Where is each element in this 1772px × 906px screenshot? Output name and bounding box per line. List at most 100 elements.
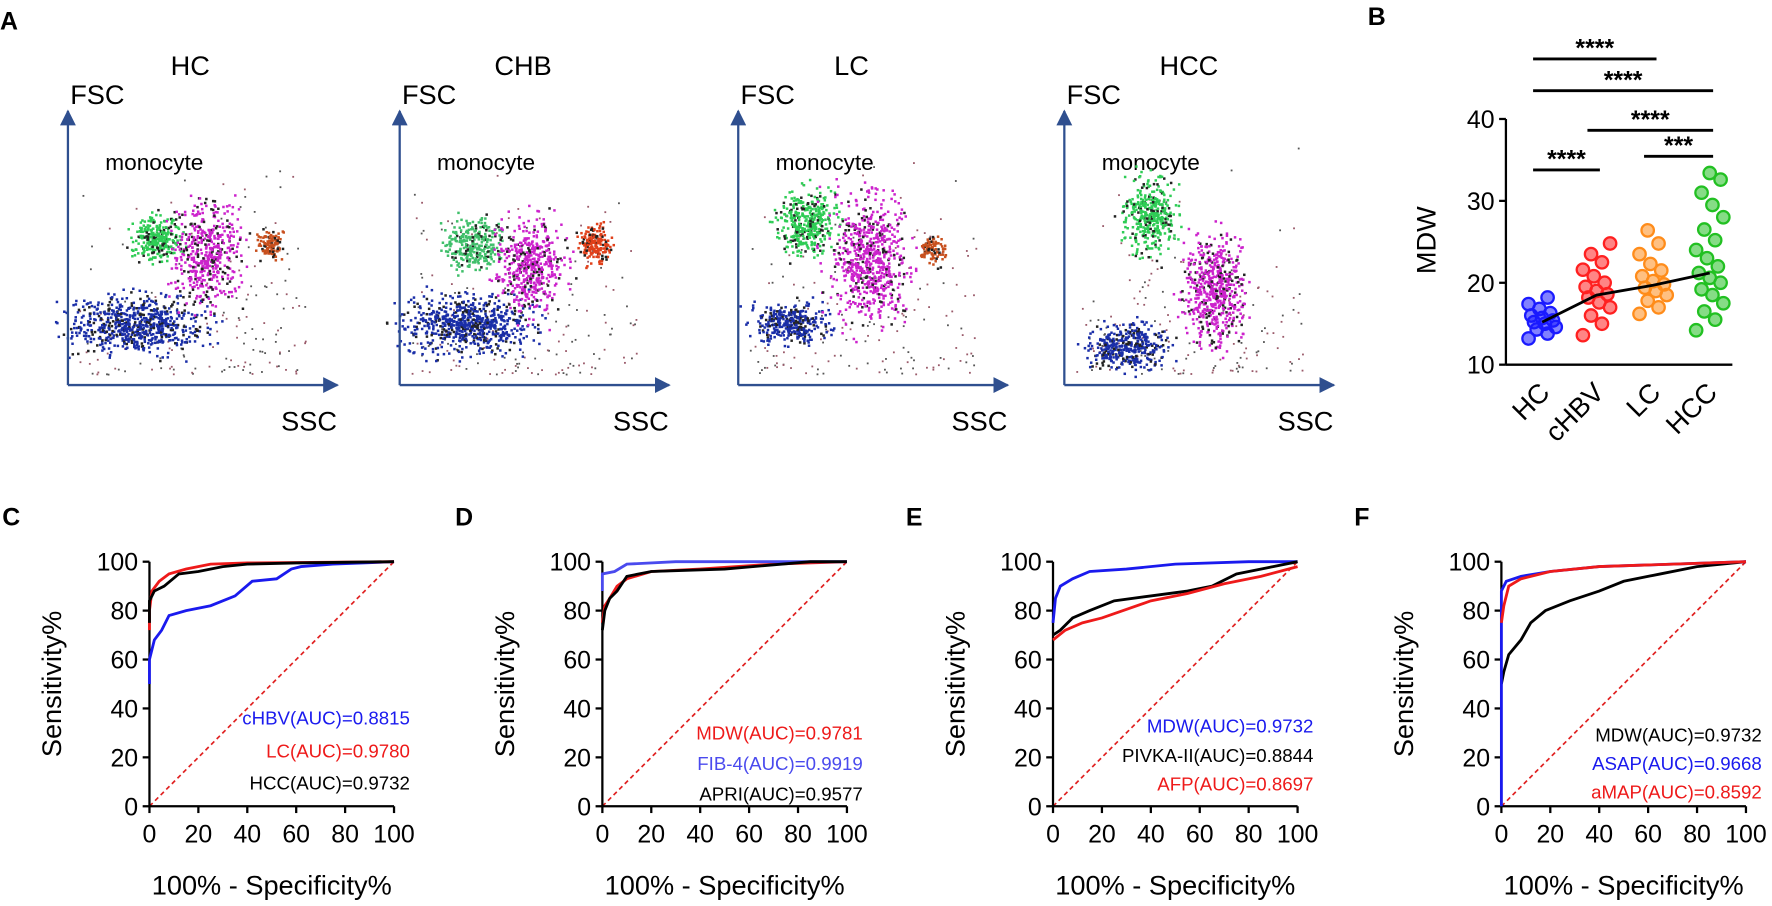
event-dot — [853, 249, 857, 253]
event-dot — [556, 258, 559, 261]
event-dot — [595, 235, 599, 238]
event-dot — [530, 268, 533, 272]
event-dot — [603, 250, 607, 254]
event-dot — [790, 367, 792, 369]
event-dot — [228, 239, 231, 242]
event-dot — [116, 344, 120, 348]
event-dot — [421, 291, 423, 294]
event-dot — [103, 326, 106, 330]
event-dot — [229, 244, 233, 247]
event-dot — [491, 349, 494, 352]
event-dot — [178, 248, 182, 251]
event-dot — [497, 328, 500, 331]
event-dot — [972, 237, 975, 240]
event-dot — [213, 214, 216, 217]
event-dot — [182, 249, 186, 253]
event-dot — [174, 323, 178, 327]
event-dot — [460, 325, 464, 329]
event-dot — [479, 338, 483, 342]
event-dot — [176, 308, 179, 310]
event-dot — [141, 328, 145, 331]
event-dot — [887, 274, 890, 278]
event-dot — [166, 325, 170, 328]
event-dot — [511, 248, 514, 251]
event-dot — [156, 354, 159, 358]
event-dot — [135, 207, 138, 210]
event-dot — [818, 218, 821, 222]
event-dot — [132, 316, 135, 319]
event-dot — [71, 342, 74, 346]
event-dot — [193, 227, 196, 230]
event-dot — [471, 220, 475, 224]
event-dot — [277, 365, 280, 368]
event-dot — [504, 312, 508, 315]
event-dot — [148, 216, 152, 219]
event-dot — [589, 240, 592, 244]
event-dot — [447, 220, 449, 223]
event-dot — [181, 347, 184, 351]
event-dot — [150, 236, 153, 239]
event-dot — [205, 265, 209, 268]
event-dot — [460, 218, 463, 222]
event-dot — [97, 314, 101, 318]
event-dot — [590, 234, 593, 237]
event-dot — [910, 272, 913, 275]
event-dot — [228, 280, 232, 283]
event-dot — [503, 356, 506, 359]
event-dot — [826, 230, 830, 233]
event-dot — [200, 238, 204, 242]
event-dot — [820, 203, 823, 206]
event-dot — [480, 254, 484, 258]
event-dot — [217, 242, 220, 246]
event-dot — [206, 234, 210, 238]
event-dot — [184, 225, 187, 229]
event-dot — [872, 259, 875, 263]
event-dot — [125, 309, 129, 312]
event-dot — [471, 325, 474, 328]
event-dot — [180, 268, 183, 271]
event-dot — [420, 232, 423, 235]
event-dot — [793, 196, 796, 200]
event-dot — [457, 326, 461, 330]
event-dot — [152, 323, 155, 326]
event-dot — [142, 326, 145, 330]
event-dot — [471, 322, 474, 325]
event-dot — [865, 265, 868, 268]
event-dot — [806, 321, 810, 325]
event-dot — [821, 252, 824, 255]
event-dot — [514, 319, 517, 323]
event-dot — [896, 330, 899, 333]
event-dot — [852, 271, 856, 274]
event-dot — [883, 255, 886, 259]
event-dot — [193, 340, 197, 343]
event-dot — [788, 262, 792, 265]
event-dot — [796, 225, 799, 228]
event-dot — [598, 224, 602, 228]
event-dot — [497, 313, 500, 317]
event-dot — [455, 330, 458, 334]
event-dot — [474, 268, 477, 272]
event-dot — [152, 236, 156, 239]
event-dot — [114, 322, 117, 326]
event-dot — [214, 286, 217, 289]
event-dot — [913, 162, 915, 164]
event-dot — [786, 321, 789, 325]
event-dot — [466, 287, 469, 289]
event-dot — [147, 297, 151, 301]
event-dot — [410, 331, 413, 334]
event-dot — [406, 325, 410, 329]
event-dot — [781, 229, 784, 232]
event-dot — [142, 248, 146, 251]
event-dot — [440, 308, 443, 312]
event-dot — [157, 327, 160, 331]
event-dot — [843, 274, 846, 278]
event-dot — [203, 259, 206, 263]
event-dot — [524, 241, 527, 245]
event-dot — [425, 238, 428, 241]
event-dot — [859, 267, 863, 270]
event-dot — [901, 312, 904, 315]
event-dot — [211, 250, 214, 253]
event-dot — [468, 238, 472, 241]
event-dot — [461, 239, 464, 243]
event-dot — [179, 255, 183, 259]
